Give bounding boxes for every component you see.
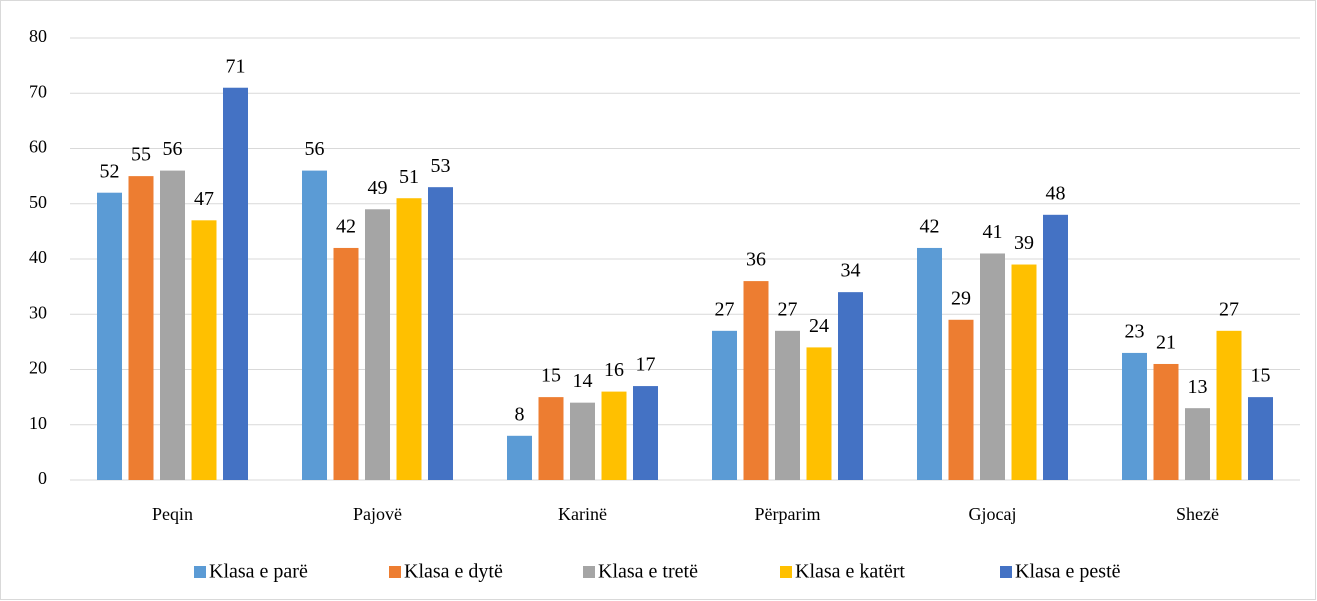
data-label: 27 [715, 298, 735, 320]
data-label: 55 [131, 144, 151, 166]
y-tick-label: 30 [29, 302, 47, 322]
y-tick-label: 40 [29, 247, 47, 267]
bar [917, 247, 942, 480]
bar [428, 187, 453, 481]
bar [775, 330, 800, 480]
bar [570, 402, 595, 480]
data-label: 39 [1014, 232, 1034, 254]
data-label: 56 [305, 138, 325, 160]
x-tick-label: Peqin [152, 504, 193, 524]
legend-label: Klasa e tretë [598, 561, 698, 583]
bar [980, 253, 1005, 480]
legend-label: Klasa e katërt [795, 561, 905, 583]
data-label: 49 [368, 177, 388, 199]
data-label: 29 [951, 287, 971, 309]
bar [507, 435, 532, 480]
data-label: 13 [1188, 376, 1208, 398]
data-label: 27 [778, 298, 798, 320]
legend-label: Klasa e dytë [404, 561, 503, 583]
x-tick-label: Përparim [755, 504, 821, 524]
data-label: 36 [746, 249, 766, 271]
bar [838, 292, 863, 480]
data-label: 52 [100, 160, 120, 182]
data-label: 16 [604, 359, 624, 381]
bar [1248, 397, 1273, 480]
bar [97, 192, 122, 480]
legend-swatch [389, 566, 401, 578]
data-label: 53 [431, 155, 451, 177]
bar [223, 87, 248, 480]
x-tick-label: Pajovë [353, 504, 402, 524]
bar [1011, 264, 1037, 480]
bar [1216, 330, 1242, 480]
data-label: 48 [1046, 182, 1066, 204]
data-label: 56 [163, 138, 183, 160]
data-label: 42 [336, 216, 356, 238]
y-tick-label: 70 [29, 81, 47, 101]
bar [601, 391, 627, 480]
bar [633, 386, 658, 480]
legend-label: Klasa e parë [209, 561, 308, 583]
legend-swatch [194, 566, 206, 578]
x-tick-label: Shezë [1176, 504, 1219, 524]
legend-swatch [780, 566, 792, 578]
bar [806, 347, 832, 480]
data-label: 71 [226, 55, 246, 77]
data-label: 42 [920, 216, 940, 238]
bar [1043, 214, 1068, 481]
bar [1153, 363, 1179, 480]
data-label: 24 [809, 315, 829, 337]
bar [333, 247, 359, 480]
bar [396, 198, 422, 480]
y-tick-label: 10 [29, 413, 47, 433]
data-label: 51 [399, 166, 419, 188]
data-label: 47 [194, 188, 214, 210]
legend-swatch [1000, 566, 1012, 578]
bar [160, 170, 185, 480]
data-label: 15 [1251, 365, 1271, 387]
data-label: 15 [541, 365, 561, 387]
y-tick-label: 80 [29, 26, 47, 46]
bar [1185, 408, 1210, 480]
bar [191, 220, 217, 480]
bar [128, 176, 154, 480]
bar [712, 330, 737, 480]
bar [538, 397, 564, 480]
bar [743, 281, 769, 480]
data-label: 21 [1156, 332, 1176, 354]
x-tick-label: Gjocaj [969, 504, 1017, 524]
bar [302, 170, 327, 480]
data-label: 23 [1125, 321, 1145, 343]
data-label: 8 [515, 403, 525, 425]
data-label: 17 [636, 354, 656, 376]
y-tick-label: 0 [38, 468, 47, 488]
y-tick-label: 20 [29, 358, 47, 378]
data-label: 14 [573, 370, 593, 392]
data-label: 34 [841, 260, 861, 282]
y-tick-label: 60 [29, 137, 47, 157]
bar [365, 209, 390, 480]
bar [1122, 352, 1147, 480]
legend-swatch [583, 566, 595, 578]
legend-label: Klasa e pestë [1015, 561, 1121, 583]
x-tick-label: Karinë [558, 504, 607, 524]
y-tick-label: 50 [29, 192, 47, 212]
bar [948, 319, 974, 480]
data-label: 41 [983, 221, 1003, 243]
data-label: 27 [1219, 298, 1239, 320]
